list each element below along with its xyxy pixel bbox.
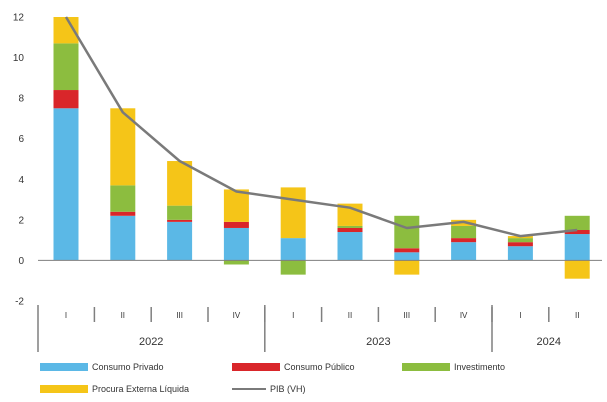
gdp-line-layer: [64, 16, 578, 238]
legend-label: Investimento: [454, 362, 505, 372]
bar-segment: [223, 189, 249, 222]
bar-segment: [337, 225, 363, 228]
x-tick-label: I: [292, 311, 294, 320]
legend-swatch: [40, 363, 88, 371]
legend-swatch: [232, 363, 280, 371]
y-tick-label: 0: [18, 256, 24, 267]
bar-segment: [110, 185, 136, 212]
legend-label: PIB (VH): [270, 384, 306, 394]
y-tick-label: 12: [13, 13, 25, 24]
bar-segment: [223, 260, 249, 265]
bar-segment: [394, 215, 420, 249]
bar-segment: [507, 242, 533, 247]
x-tick-label: II: [348, 311, 352, 320]
y-tick-label: 10: [13, 53, 25, 64]
bar-segment: [507, 246, 533, 261]
bar-segment: [223, 221, 249, 228]
bar-segment: [53, 43, 79, 91]
legend: Consumo Privado Consumo Público Investimen…: [40, 362, 505, 394]
bar-segment: [451, 238, 477, 243]
bar-segment: [167, 221, 193, 261]
x-tick-label: II: [121, 311, 125, 320]
bar-segment: [337, 232, 363, 261]
bar-segment: [53, 90, 79, 109]
y-tick-label: 4: [18, 175, 24, 186]
legend-label: Consumo Público: [284, 362, 355, 372]
bar-segment: [110, 211, 136, 216]
gdp-line: [64, 16, 578, 238]
y-axis: 12 10 8 6 4 2 0 -2: [13, 13, 25, 308]
bar-segment: [507, 238, 533, 243]
bar-segment: [451, 242, 477, 261]
legend-label: Consumo Privado: [92, 362, 164, 372]
y-tick-label: 8: [18, 94, 24, 105]
bar-segment: [53, 108, 79, 261]
bar-segment: [167, 205, 193, 220]
bar-segment: [337, 227, 363, 233]
bar-segment: [110, 108, 136, 186]
legend-swatch: [402, 363, 450, 371]
bar-segment: [394, 252, 420, 261]
x-tick-label: III: [176, 311, 183, 320]
bar-segment: [394, 260, 420, 275]
x-tick-label: I: [519, 311, 521, 320]
legend-swatch: [40, 385, 88, 393]
x-tick-label: III: [403, 311, 410, 320]
year-label: 2023: [366, 336, 390, 348]
bar-segment: [167, 161, 193, 206]
x-tick-label: II: [575, 311, 579, 320]
y-tick-label: 2: [18, 215, 24, 226]
x-tick-label: I: [65, 311, 67, 320]
x-tick-label: IV: [233, 311, 241, 320]
bar-segment: [564, 215, 590, 230]
bar-segment: [110, 215, 136, 261]
bar-segment: [564, 230, 590, 235]
bar-segment: [564, 234, 590, 261]
y-tick-label: -2: [15, 297, 24, 308]
bar-segment: [564, 260, 590, 279]
bar-segment: [280, 187, 306, 239]
x-tick-label: IV: [460, 311, 468, 320]
bars-layer: [53, 17, 590, 279]
y-tick-label: 6: [18, 134, 24, 145]
bar-segment: [280, 238, 306, 261]
bar-segment: [394, 248, 420, 253]
bar-segment: [223, 227, 249, 261]
year-label: 2024: [537, 336, 561, 348]
bar-segment: [280, 260, 306, 275]
bar-segment: [167, 219, 193, 222]
legend-label: Procura Externa Líquida: [92, 384, 189, 394]
bar-segment: [451, 225, 477, 239]
year-label: 2022: [139, 336, 163, 348]
